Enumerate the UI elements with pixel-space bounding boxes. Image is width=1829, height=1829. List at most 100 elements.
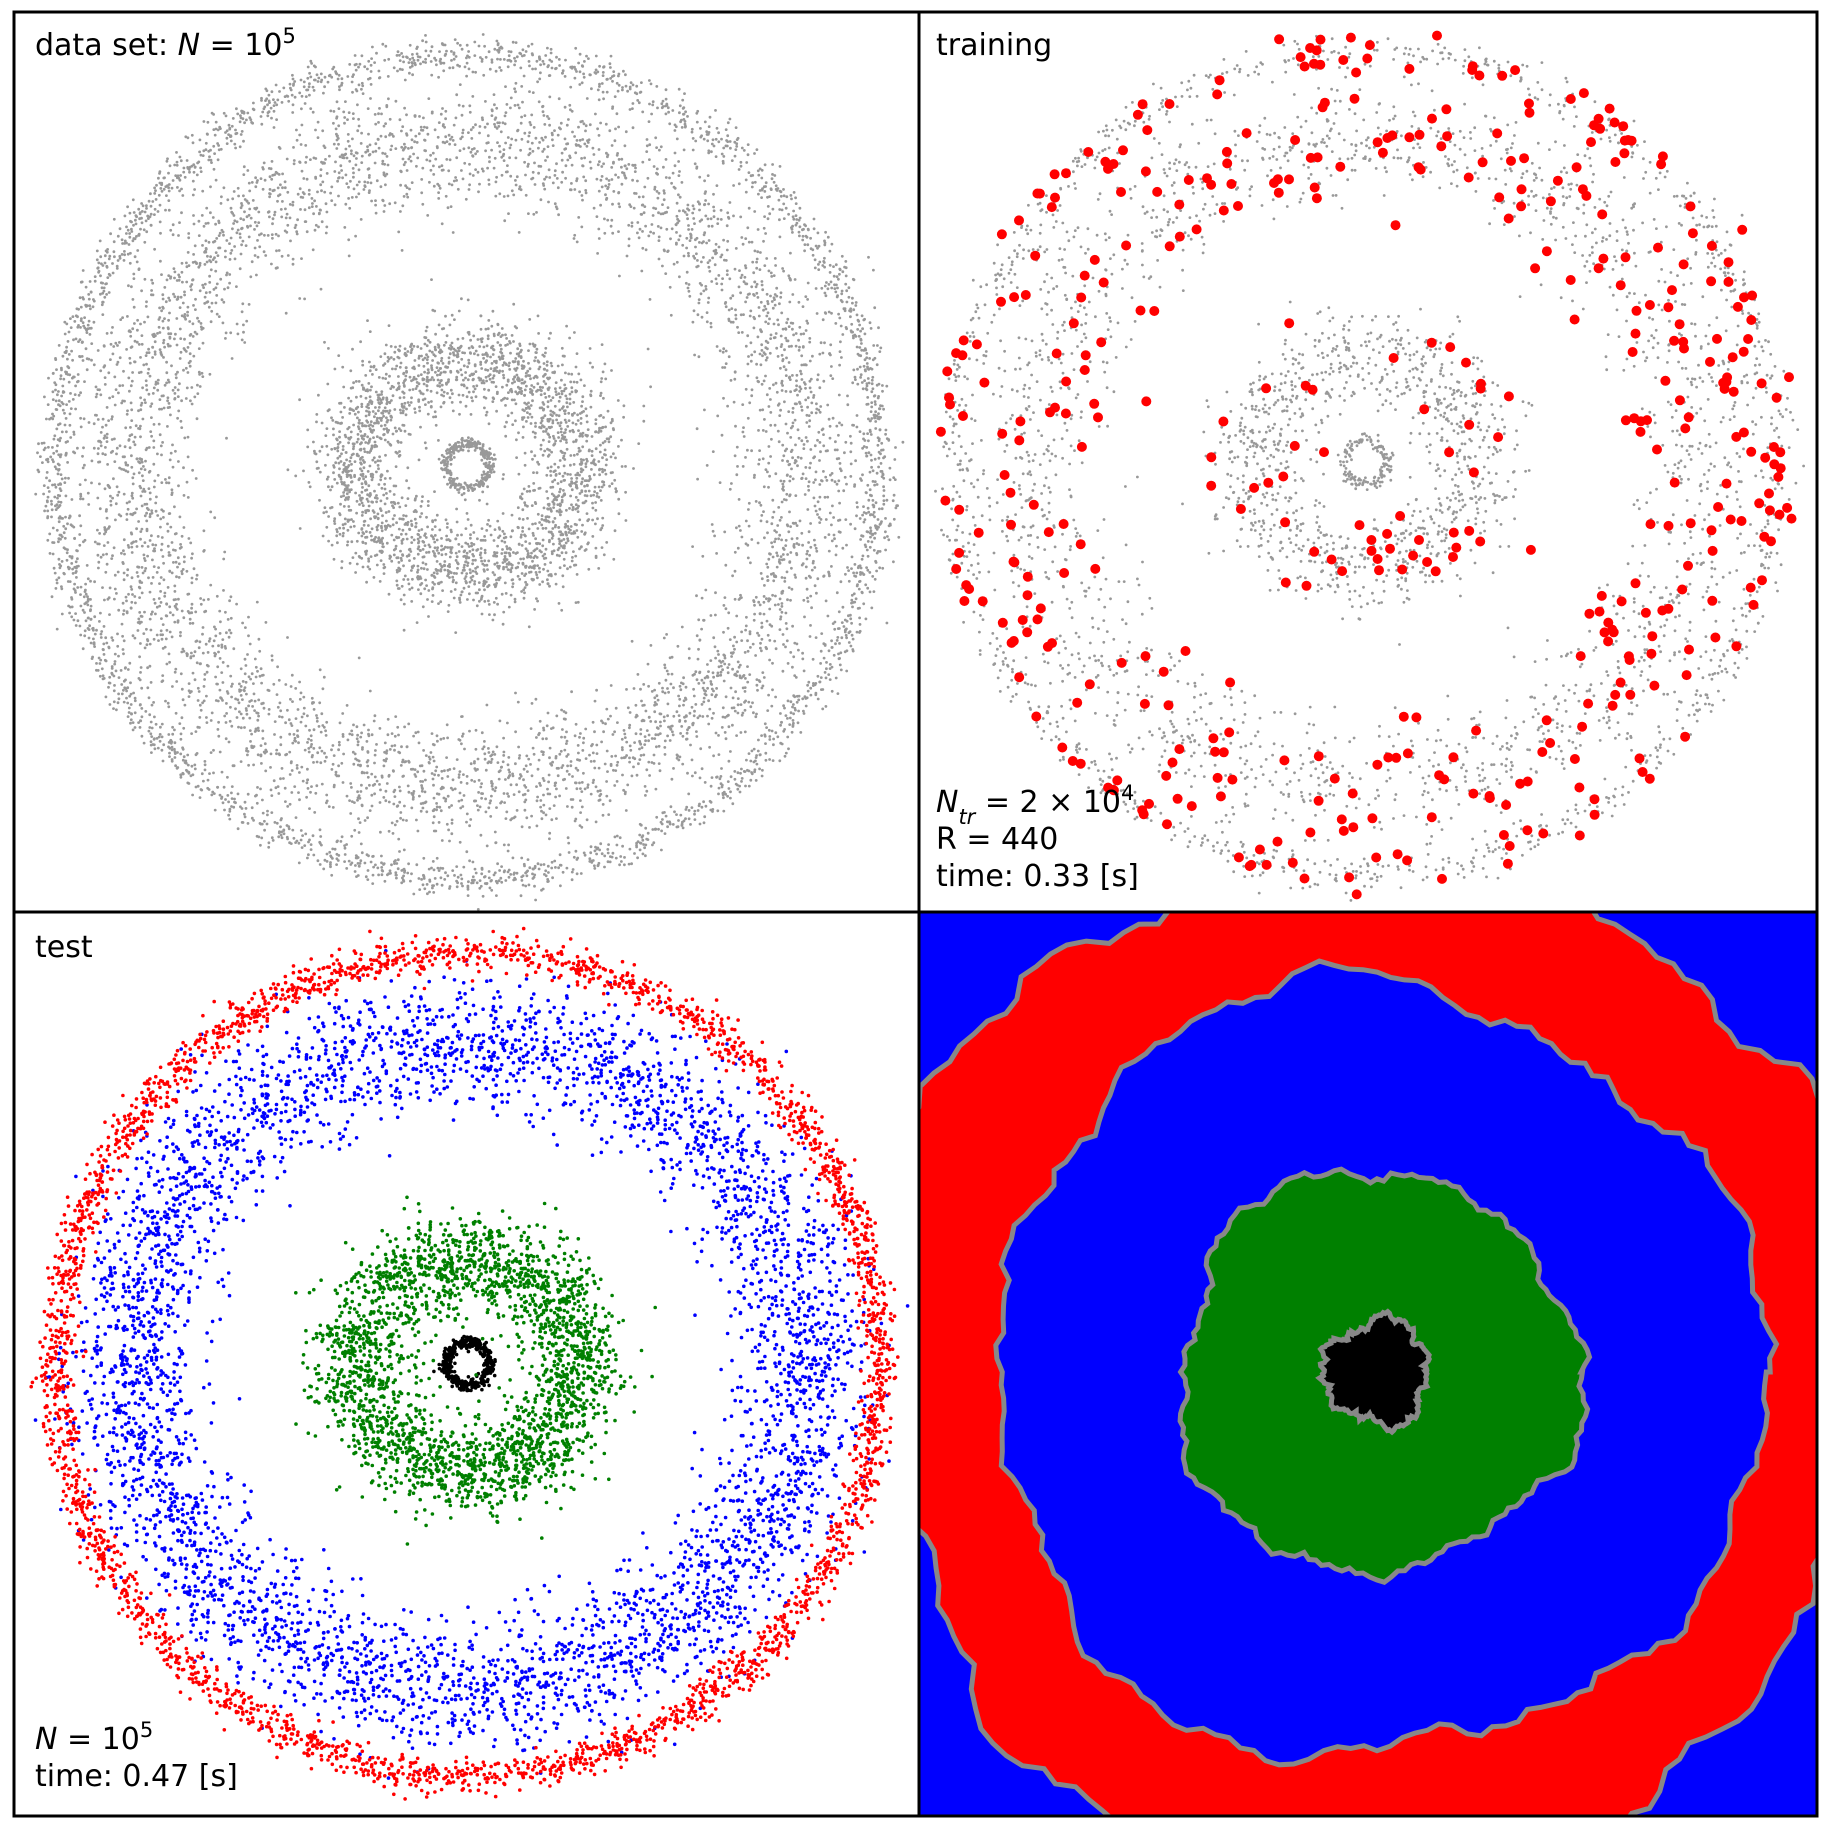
point (554, 439, 557, 443)
point (622, 729, 626, 732)
point (81, 454, 84, 458)
point (440, 383, 444, 387)
point (110, 331, 113, 335)
point (604, 184, 608, 188)
point (152, 598, 156, 601)
point (446, 482, 449, 486)
point (566, 405, 569, 409)
point (380, 526, 383, 530)
point (756, 228, 760, 231)
point (331, 806, 335, 809)
point (406, 466, 410, 470)
point (458, 791, 462, 795)
point (116, 493, 120, 497)
point (503, 219, 507, 223)
point (154, 501, 158, 505)
point (692, 714, 696, 718)
point (444, 314, 447, 318)
point (762, 595, 766, 598)
point (421, 392, 425, 396)
point (786, 524, 790, 528)
point (428, 761, 431, 765)
point (485, 475, 489, 478)
point (357, 817, 360, 821)
point (706, 174, 710, 178)
point (475, 604, 479, 608)
point (439, 809, 443, 813)
point (276, 186, 280, 190)
point (768, 317, 771, 321)
point (191, 322, 195, 326)
point (560, 346, 564, 350)
point (348, 459, 352, 463)
point (434, 370, 437, 374)
point (595, 215, 599, 219)
point (101, 313, 105, 316)
point (394, 465, 398, 468)
point (542, 793, 545, 797)
point (557, 399, 561, 403)
point (229, 674, 233, 678)
point (449, 571, 453, 575)
point (675, 231, 678, 234)
point (284, 207, 287, 211)
point (460, 383, 464, 387)
point (519, 495, 522, 499)
point (744, 344, 748, 348)
point (329, 506, 332, 510)
point (736, 697, 740, 700)
point (299, 208, 302, 211)
point (388, 202, 392, 206)
point (562, 405, 565, 408)
point (780, 610, 784, 614)
point (712, 192, 715, 196)
point (361, 540, 365, 544)
point (507, 364, 511, 368)
point (614, 706, 618, 710)
point (431, 359, 434, 362)
point (454, 551, 458, 555)
point (514, 357, 518, 360)
point (417, 354, 421, 358)
point (291, 200, 295, 204)
point (696, 259, 699, 262)
point (766, 565, 770, 569)
point (320, 220, 324, 224)
point (523, 586, 527, 589)
point (544, 346, 548, 350)
point (400, 129, 403, 133)
point (432, 759, 436, 763)
point (226, 286, 230, 290)
point (337, 354, 341, 357)
point (637, 236, 641, 240)
point (444, 365, 448, 369)
point (613, 529, 617, 533)
point (357, 117, 360, 121)
point (402, 514, 405, 517)
point (659, 145, 663, 149)
point (304, 144, 308, 147)
point (413, 411, 417, 414)
point (546, 496, 550, 500)
point (190, 732, 194, 735)
point (335, 100, 339, 104)
point (737, 665, 741, 669)
point (739, 529, 742, 532)
point (515, 366, 519, 370)
point (483, 600, 487, 603)
point (428, 159, 432, 163)
point (496, 390, 499, 394)
point (501, 561, 505, 564)
point (522, 359, 525, 363)
point (707, 670, 710, 673)
point (96, 349, 100, 352)
point (350, 540, 354, 544)
point (198, 385, 202, 388)
point (433, 348, 437, 351)
point (594, 546, 598, 550)
point (764, 346, 768, 350)
point (709, 321, 713, 325)
point (644, 248, 648, 252)
point (501, 369, 504, 373)
point (532, 482, 536, 485)
